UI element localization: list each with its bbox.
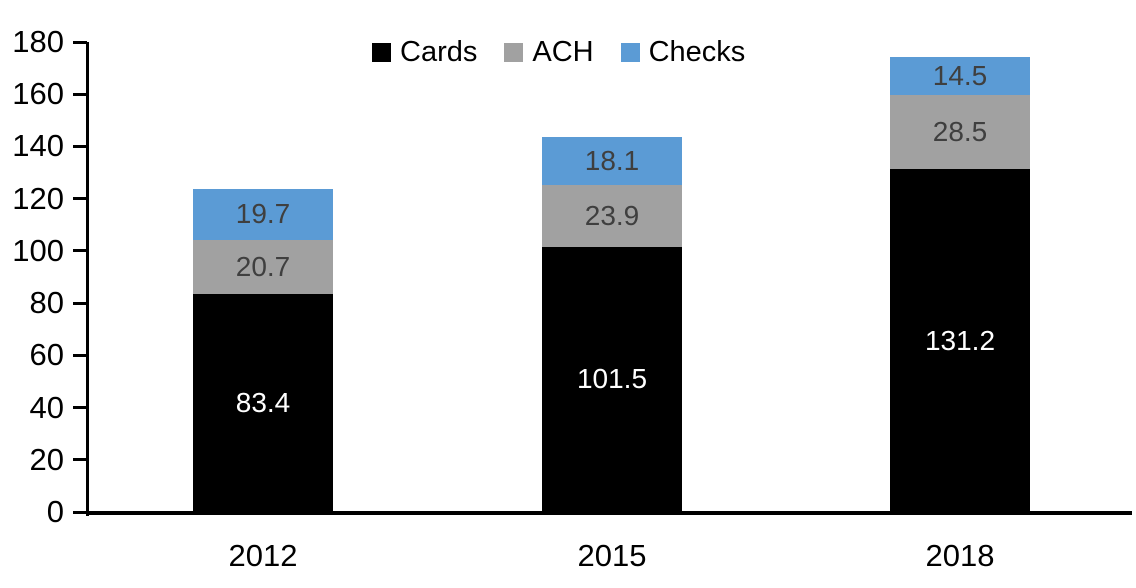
y-axis-tick-mark <box>73 144 87 148</box>
bar-segment-ach-2015: 23.9 <box>542 184 682 247</box>
y-axis-tick-label: 0 <box>46 494 64 529</box>
data-label-cards-2018: 131.2 <box>924 324 996 356</box>
legend-item-cards: Cards <box>372 37 477 67</box>
bar-segment-checks-2012: 19.7 <box>193 188 333 241</box>
x-axis-line <box>86 511 1132 515</box>
bar-segment-ach-2018: 28.5 <box>890 95 1030 170</box>
y-axis-tick-mark <box>73 40 87 44</box>
x-axis-category-label-2018: 2018 <box>925 538 995 573</box>
data-label-cards-2015: 101.5 <box>576 363 648 395</box>
legend-swatch-icon <box>372 42 391 62</box>
data-label-checks-2015: 18.1 <box>584 144 640 176</box>
y-axis-tick-mark <box>73 458 87 462</box>
y-axis-line <box>86 42 89 516</box>
bar-segment-checks-2018: 14.5 <box>890 57 1030 95</box>
legend-swatch-icon <box>620 42 640 62</box>
x-axis-category-label-2012: 2012 <box>228 538 298 573</box>
chart-legend: Cards ACH Checks <box>372 37 745 67</box>
data-label-ach-2012: 20.7 <box>235 251 291 283</box>
y-axis-tick-label: 120 <box>12 180 64 216</box>
bar-segment-checks-2015: 18.1 <box>542 137 682 185</box>
y-axis-tick-mark <box>73 301 87 305</box>
data-label-ach-2018: 28.5 <box>932 116 988 148</box>
y-axis-tick-mark <box>73 249 87 253</box>
y-axis-tick-mark <box>73 353 87 357</box>
legend-label: ACH <box>532 36 594 68</box>
legend-label: Checks <box>648 36 746 68</box>
y-axis-tick-mark <box>73 406 87 410</box>
y-axis-tick-label: 60 <box>29 337 64 373</box>
y-axis-tick-label: 140 <box>12 128 64 164</box>
bar-segment-ach-2012: 20.7 <box>193 240 333 295</box>
x-axis-category-label-2015: 2015 <box>577 538 647 573</box>
data-label-cards-2012: 83.4 <box>235 387 291 419</box>
y-axis-tick-label: 20 <box>29 441 64 477</box>
legend-label: Cards <box>400 36 478 68</box>
y-axis-tick-label: 80 <box>29 285 64 321</box>
y-axis-tick-mark <box>73 92 87 96</box>
legend-item-ach: ACH <box>504 36 594 68</box>
y-axis-tick-mark <box>73 510 87 514</box>
data-label-checks-2018: 14.5 <box>932 60 988 92</box>
bar-segment-cards-2018: 131.2 <box>890 169 1030 512</box>
y-axis-tick-label: 100 <box>12 232 64 268</box>
y-axis-tick-label: 40 <box>29 389 64 425</box>
data-label-checks-2012: 19.7 <box>235 198 291 230</box>
legend-item-checks: Checks <box>620 36 746 68</box>
y-axis-tick-label: 160 <box>12 76 64 112</box>
bar-segment-cards-2015: 101.5 <box>542 246 682 512</box>
data-label-ach-2015: 23.9 <box>584 199 640 231</box>
y-axis-tick-label: 180 <box>12 24 64 59</box>
y-axis-tick-mark <box>73 197 87 201</box>
bar-segment-cards-2012: 83.4 <box>193 294 333 512</box>
legend-swatch-icon <box>504 42 524 62</box>
